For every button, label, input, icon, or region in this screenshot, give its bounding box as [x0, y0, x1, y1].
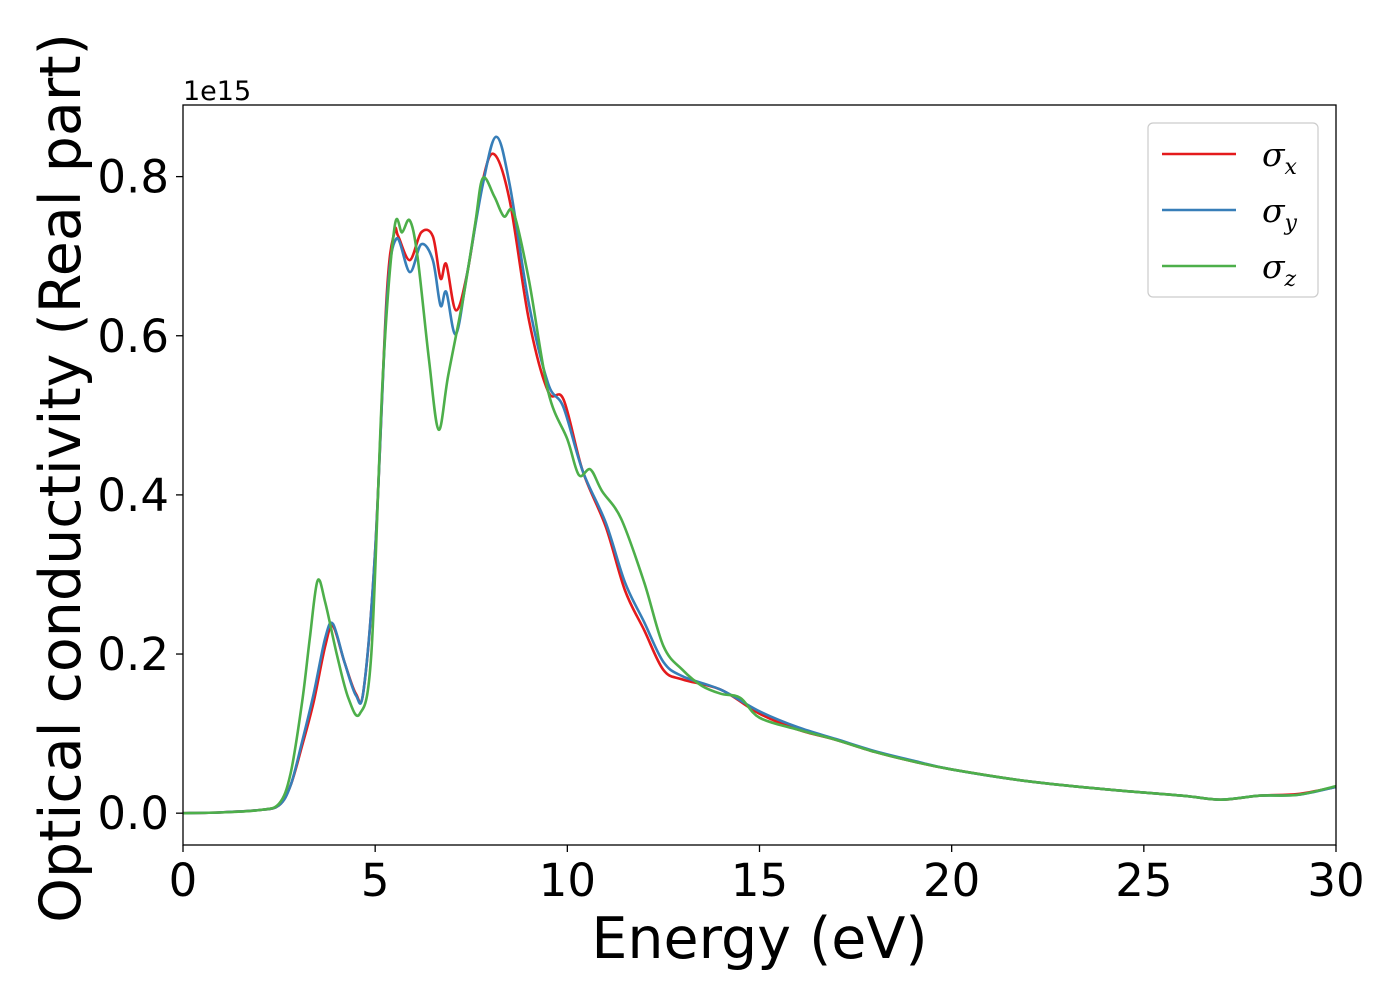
series-line-z	[183, 176, 1336, 815]
y-tick-label: 0.0	[97, 787, 169, 840]
legend-entry-x: σx	[1162, 135, 1298, 180]
y-tick-label: 0.4	[97, 469, 169, 522]
x-axis-ticks: 0 5 10 15 20 25 30	[169, 845, 1365, 907]
legend-label: σy	[1262, 191, 1298, 236]
y-axis-ticks: 0.0 0.2 0.4 0.6 0.8	[97, 151, 183, 840]
series-layer	[183, 135, 1336, 815]
x-tick-label: 5	[361, 854, 390, 907]
y-tick-label: 0.6	[97, 310, 169, 363]
y-axis-label: Optical conductivity (Real part)	[28, 33, 94, 923]
x-tick-label: 10	[539, 854, 596, 907]
x-tick-label: 30	[1307, 854, 1364, 907]
x-axis-label: Energy (eV)	[591, 906, 927, 972]
y-axis-offset-label: 1e15	[183, 76, 251, 107]
x-tick-label: 0	[169, 854, 198, 907]
y-tick-label: 0.8	[97, 151, 169, 204]
x-tick-label: 15	[731, 854, 788, 907]
y-tick-label: 0.2	[97, 628, 169, 681]
x-tick-label: 25	[1115, 854, 1172, 907]
legend-label: σx	[1262, 135, 1298, 180]
x-tick-label: 20	[923, 854, 980, 907]
legend-entry-y: σy	[1162, 191, 1298, 236]
